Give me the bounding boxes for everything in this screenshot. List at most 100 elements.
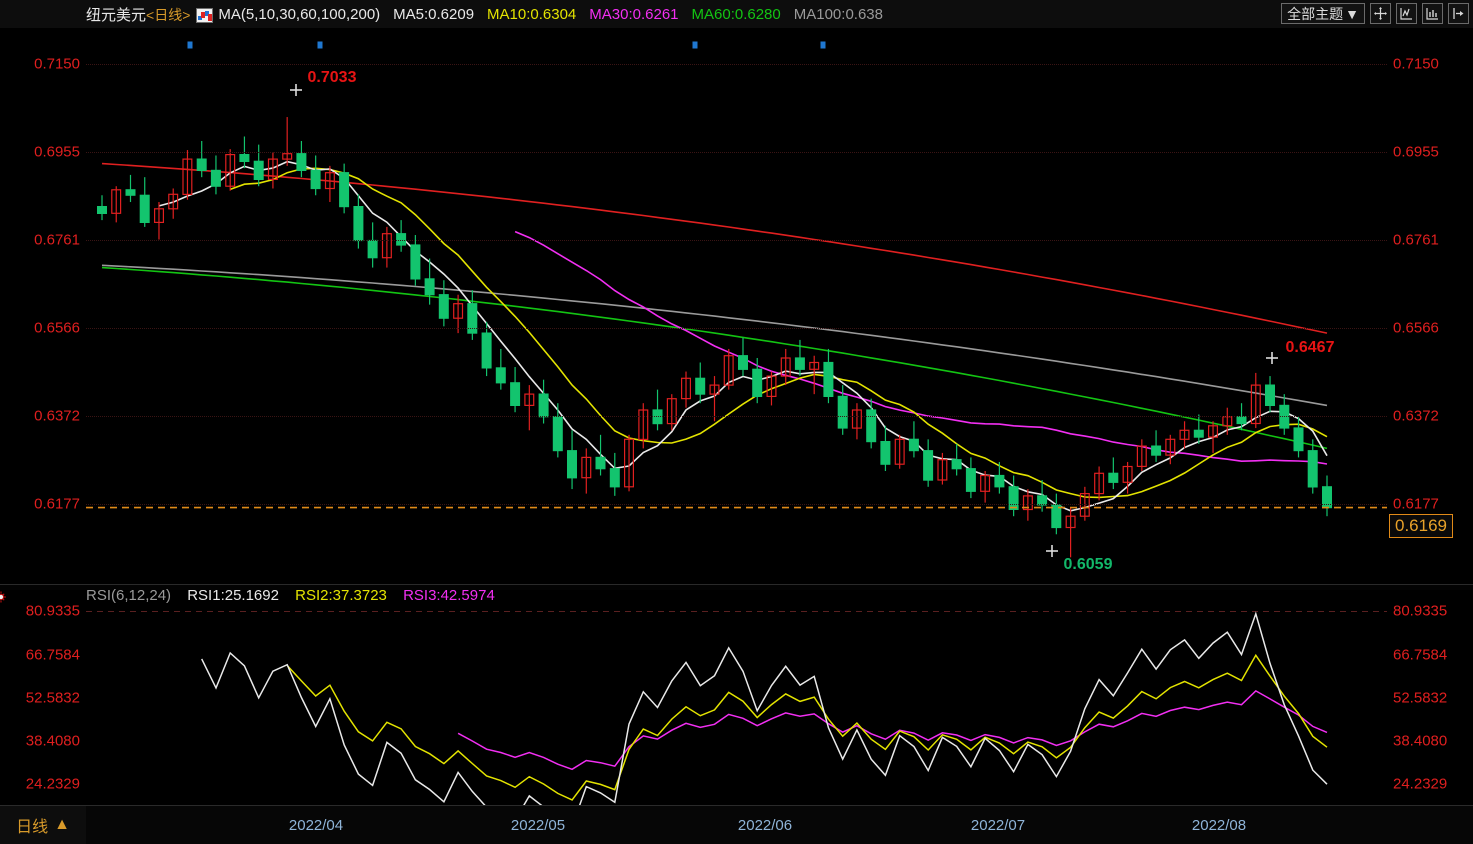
candle <box>794 339 805 377</box>
candle <box>381 226 392 268</box>
price-annotation: 0.6059 <box>1063 556 1113 573</box>
price-axis-right[interactable]: 0.7150 0.6955 0.6761 0.6566 0.6372 0.6177 <box>1387 28 1473 584</box>
timeframe-label: 日线 <box>16 819 49 836</box>
rsi-axis-label: 80.9335 <box>1393 602 1448 620</box>
price-axis-label: 0.6177 <box>1393 495 1439 513</box>
candle <box>510 367 521 413</box>
rsi-line <box>286 653 1328 801</box>
candle <box>1264 376 1275 413</box>
candle <box>1151 430 1162 462</box>
crosshair-icon[interactable] <box>1370 3 1391 24</box>
candle <box>495 348 506 390</box>
theme-dropdown-label: 全部主题 <box>1287 5 1344 22</box>
candle <box>153 202 164 240</box>
rsi-indicator-header[interactable]: RSI(6,12,24) RSI1:25.1692 RSI2:37.3723 R… <box>86 587 507 604</box>
rsi-series <box>86 610 1387 828</box>
price-axis-label: 0.6955 <box>1393 143 1439 161</box>
rsi-axis-label: 38.4080 <box>1393 732 1448 750</box>
zoom-scale-icon[interactable] <box>1422 3 1443 24</box>
candle <box>210 155 221 195</box>
event-marker-dot[interactable] <box>187 41 193 49</box>
candle <box>1207 421 1218 453</box>
ma10-value: MA10:0.6304 <box>487 5 577 23</box>
candle <box>552 403 563 458</box>
rsi-axis-left[interactable]: 80.9335 66.7584 52.5832 38.4080 24.2329 <box>0 590 86 805</box>
candle <box>1279 394 1290 435</box>
rsi-chart-pane[interactable]: RSI(6,12,24) RSI1:25.1692 RSI2:37.3723 R… <box>0 587 1473 828</box>
candle <box>196 141 207 178</box>
candle <box>1307 439 1318 494</box>
price-chart-pane[interactable]: 0.7150 0.6955 0.6761 0.6566 0.6372 0.6177 0.7… <box>0 28 1473 584</box>
gridline <box>86 64 1387 66</box>
price-axis-label: 0.7150 <box>1393 55 1439 73</box>
candle <box>1122 461 1133 494</box>
candle <box>880 425 891 471</box>
rsi-axis-label: 24.2329 <box>1393 775 1448 793</box>
candle <box>139 177 150 227</box>
candle <box>481 321 492 377</box>
symbol-name: 纽元美元 <box>86 6 147 24</box>
theme-dropdown[interactable]: 全部主题 ▼ <box>1281 3 1365 24</box>
candle <box>1321 475 1332 517</box>
ma-line <box>158 160 1328 512</box>
event-marker-dot[interactable] <box>692 41 698 49</box>
candle <box>837 385 848 435</box>
caret-up-icon: ▲ <box>54 816 70 833</box>
candle <box>1065 507 1076 558</box>
candle <box>367 222 378 268</box>
candle <box>453 294 464 334</box>
candle <box>1136 439 1147 471</box>
gridline <box>86 152 1387 154</box>
candlestick-icon[interactable] <box>196 7 214 23</box>
candle <box>937 452 948 485</box>
gridline <box>86 503 1387 505</box>
candle <box>965 457 976 499</box>
rsi-axis-label: 24.2329 <box>25 775 80 793</box>
shift-right-icon[interactable] <box>1448 3 1469 24</box>
current-price-tag[interactable]: 0.6169 <box>1389 513 1453 538</box>
candle <box>282 117 293 166</box>
price-axis-label: 0.6372 <box>1393 407 1439 425</box>
candle <box>951 443 962 476</box>
ma-line <box>514 230 1328 465</box>
candle <box>267 152 278 189</box>
pane-divider[interactable] <box>0 584 1473 585</box>
gridline <box>86 415 1387 417</box>
candle <box>567 430 578 490</box>
rsi-axis-right[interactable]: 80.9335 66.7584 52.5832 38.4080 24.2329 <box>1387 590 1473 805</box>
rsi-plot-area[interactable] <box>86 590 1387 828</box>
symbol-title[interactable]: 纽元美元<日线> <box>86 4 190 25</box>
price-axis-label: 0.6372 <box>34 407 80 425</box>
date-axis-label: 2022/08 <box>1191 817 1247 834</box>
candle <box>695 362 706 404</box>
ma-indicator-title[interactable]: MA(5,10,30,60,100,200) <box>218 5 381 23</box>
rsi-axis-label: 80.9335 <box>25 602 80 620</box>
price-axis-left[interactable]: 0.7150 0.6955 0.6761 0.6566 0.6372 0.6177 <box>0 28 86 584</box>
rsi-line <box>201 611 1328 828</box>
candle <box>1008 475 1019 517</box>
candle <box>97 195 108 221</box>
price-axis-label: 0.6761 <box>34 231 80 249</box>
symbol-period: <日线> <box>146 6 191 23</box>
date-axis-label: 2022/06 <box>737 817 793 834</box>
candle <box>111 186 122 223</box>
gridline <box>86 240 1387 241</box>
timeframe-button[interactable]: 日线 ▲ <box>0 806 86 844</box>
candle <box>623 434 634 492</box>
price-plot-area[interactable] <box>86 28 1387 584</box>
event-marker-dot[interactable] <box>317 41 323 49</box>
candle <box>851 403 862 440</box>
event-marker-dot[interactable] <box>820 41 826 49</box>
candle <box>652 389 663 431</box>
ma-line <box>101 266 1328 450</box>
indicator-settings-icon[interactable] <box>0 590 10 604</box>
price-axis-label: 0.6761 <box>1393 231 1439 249</box>
zoom-fit-icon[interactable] <box>1396 3 1417 24</box>
candle <box>339 163 350 214</box>
ma5-value: MA5:0.6209 <box>393 5 475 23</box>
candle <box>638 403 649 449</box>
candle <box>182 150 193 200</box>
rsi-axis-label: 66.7584 <box>25 646 80 663</box>
ma100-value: MA100:0.638 <box>793 5 883 23</box>
rsi-title: RSI(6,12,24) <box>86 587 172 604</box>
